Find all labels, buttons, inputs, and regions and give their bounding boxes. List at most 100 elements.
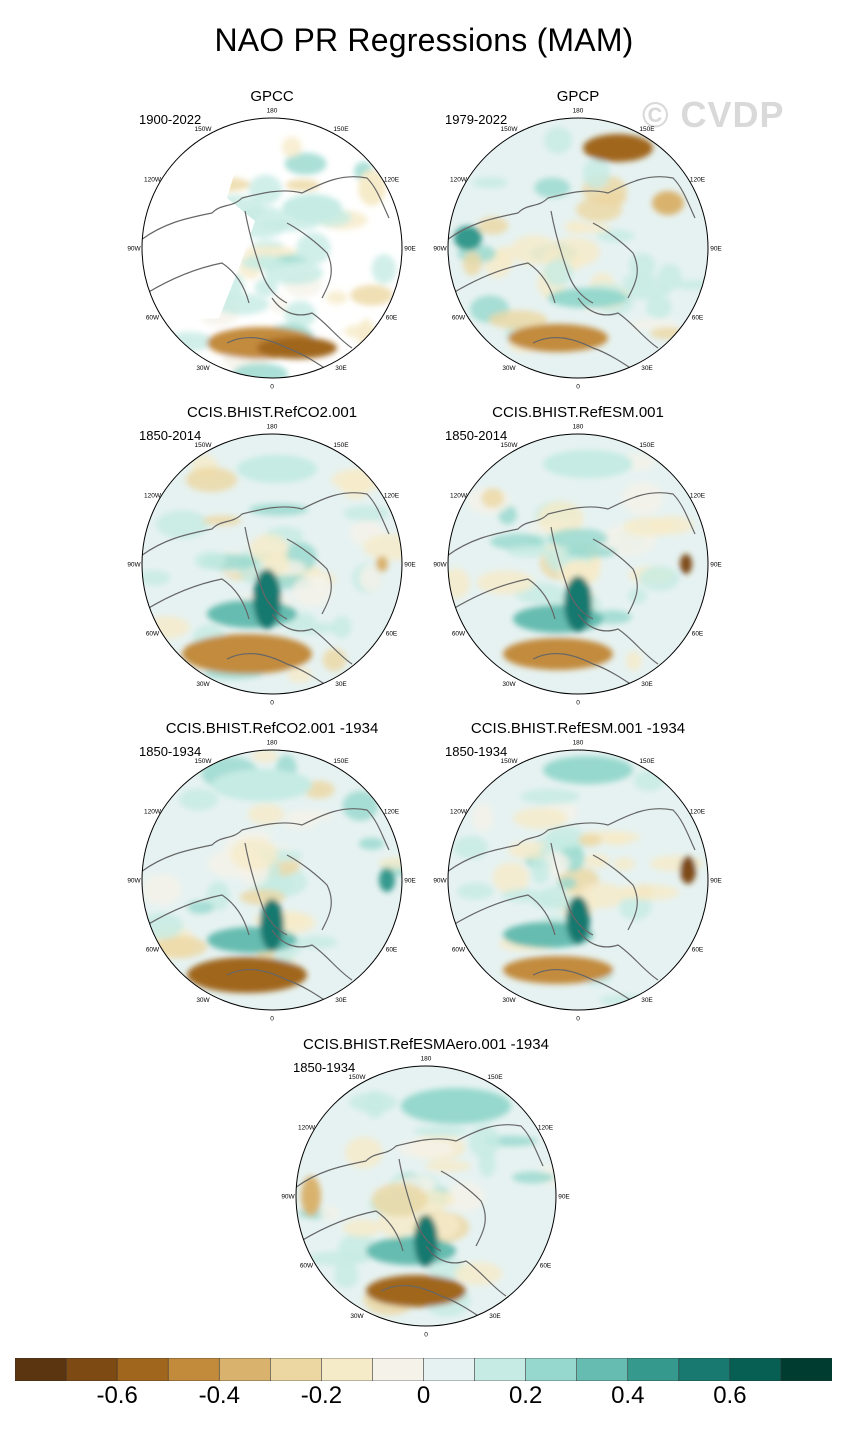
precip-anomaly-blob (271, 295, 288, 314)
longitude-label: 30W (502, 365, 516, 372)
panel-period: 1850-2014 (445, 428, 508, 443)
panel-title: CCIS.BHIST.RefCO2.001 (186, 404, 358, 421)
longitude-label: 120W (144, 809, 162, 816)
precip-anomaly-feature (566, 896, 590, 944)
coastline (448, 492, 696, 690)
precip-anomaly-blob (513, 807, 568, 830)
map-boundary (295, 1065, 557, 1327)
precip-anomaly-blob (358, 837, 385, 850)
colorbar-bin (270, 1358, 323, 1381)
polar-map: 180 150E 120E 90E 60E 30E 0 30W 60W 90W 120W 150W (433, 108, 722, 391)
precip-anomaly-blob (308, 1251, 365, 1266)
precip-anomaly-blob (578, 833, 602, 847)
coastline (142, 492, 390, 690)
longitude-label: 60E (386, 947, 398, 954)
colorbar-bin (15, 1358, 67, 1381)
colorbar-tick-label: 0.6 (713, 1382, 747, 1409)
coastline (448, 808, 696, 1006)
colorbar-bin (218, 1358, 272, 1381)
map-boundary (141, 433, 403, 695)
panel-title: CCIS.BHIST.RefESMAero.001 -1934 (303, 1036, 549, 1053)
precip-anomaly-blob (425, 1160, 471, 1172)
precip-anomaly-blob (564, 220, 586, 234)
precip-anomaly-feature (680, 554, 692, 574)
precip-anomaly-blob (247, 803, 285, 825)
longitude-label: 0 (576, 700, 580, 707)
map-boundary (141, 749, 403, 1011)
precip-anomaly-blob (496, 245, 515, 271)
longitude-label: 120W (144, 493, 162, 500)
precip-anomaly-feature (212, 769, 312, 801)
longitude-label: 30W (196, 997, 210, 1004)
longitude-label: 150W (195, 126, 213, 133)
map-panel: CCIS.BHIST.RefCO2.001 1850-2014 180 150E 120… (127, 404, 416, 707)
colorbar-bin (627, 1358, 680, 1381)
precip-anomaly-blob (583, 853, 610, 868)
precip-anomaly-blob (448, 568, 470, 599)
precip-anomaly-blob (657, 263, 682, 291)
precip-anomaly-feature (583, 134, 653, 162)
precip-anomaly-blob (537, 501, 584, 535)
colorbar-bin (576, 1358, 629, 1381)
precip-anomaly-blob (597, 190, 627, 206)
precip-anomaly-blob (215, 293, 270, 315)
precip-anomaly-feature (652, 191, 684, 215)
precip-anomaly-blob (628, 588, 647, 604)
precip-anomaly-blob (142, 570, 171, 586)
longitude-label: 180 (267, 424, 278, 431)
colorbar-bin (65, 1358, 118, 1381)
precip-anomaly-feature (366, 1275, 466, 1307)
precip-anomaly-blob (614, 282, 671, 300)
precip-anomaly-blob (506, 545, 552, 558)
precip-anomaly-blob (472, 177, 508, 189)
colorbar-tick-label: 0.4 (611, 1382, 645, 1409)
precip-anomaly-feature (376, 556, 388, 572)
longitude-label: 30E (641, 681, 653, 688)
precip-anomaly-blob (544, 127, 573, 154)
longitude-label: 90E (558, 1194, 570, 1201)
precip-anomaly-blob (639, 566, 680, 591)
longitude-label: 90E (404, 246, 416, 253)
precip-anomaly-blob (454, 1261, 503, 1286)
precip-anomaly-blob (613, 857, 635, 871)
precip-anomaly-blob (357, 318, 375, 352)
precip-anomaly-blob (471, 802, 494, 832)
map-panel: GPCC 1900-2022 180 150E 120E 90E 60E 30E 0 30W 60W… (127, 88, 416, 391)
longitude-label: 90W (127, 562, 141, 569)
coastline (142, 176, 390, 374)
precip-anomaly-blob (456, 882, 494, 900)
precip-anomaly-blob (248, 174, 283, 205)
precip-anomaly-blob (579, 882, 625, 909)
precip-anomaly-blob (232, 363, 289, 378)
polar-map: 180 150E 120E 90E 60E 30E 0 30W 60W 90W 120W 150W (281, 1056, 570, 1339)
colorbar-tick-label: 0.2 (508, 1382, 543, 1409)
precip-anomaly-blob (371, 254, 397, 285)
precip-anomaly-blob (179, 788, 219, 811)
longitude-label: 120W (298, 1125, 316, 1132)
map-panel: CCIS.BHIST.RefESM.001 1850-2014 180 150E 120… (433, 404, 722, 707)
precip-anomaly-blob (331, 468, 388, 492)
longitude-label: 30E (335, 681, 347, 688)
precip-anomaly-blob (453, 835, 489, 860)
precip-anomaly-blob (281, 136, 302, 158)
longitude-label: 0 (270, 700, 274, 707)
longitude-label: 120E (384, 493, 400, 500)
precip-anomaly-blob (481, 488, 505, 508)
longitude-label: 150W (501, 126, 519, 133)
longitude-label: 120W (144, 177, 162, 184)
precip-anomaly-blob (249, 533, 289, 564)
longitude-label: 150E (333, 126, 349, 133)
longitude-label: 150W (349, 1074, 367, 1081)
precip-anomaly-blob (239, 889, 286, 905)
precip-anomaly-blob (596, 229, 635, 243)
precip-anomaly-blob (287, 666, 312, 683)
precip-anomaly-blob (621, 481, 664, 515)
longitude-label: 0 (424, 1332, 428, 1339)
precip-anomaly-feature (543, 756, 633, 784)
precip-anomaly-blob (623, 517, 675, 537)
longitude-label: 60W (452, 947, 466, 954)
longitude-label: 180 (267, 740, 278, 747)
map-boundary (447, 433, 709, 695)
colorbar-bin (167, 1358, 221, 1381)
longitude-label: 150E (333, 442, 349, 449)
